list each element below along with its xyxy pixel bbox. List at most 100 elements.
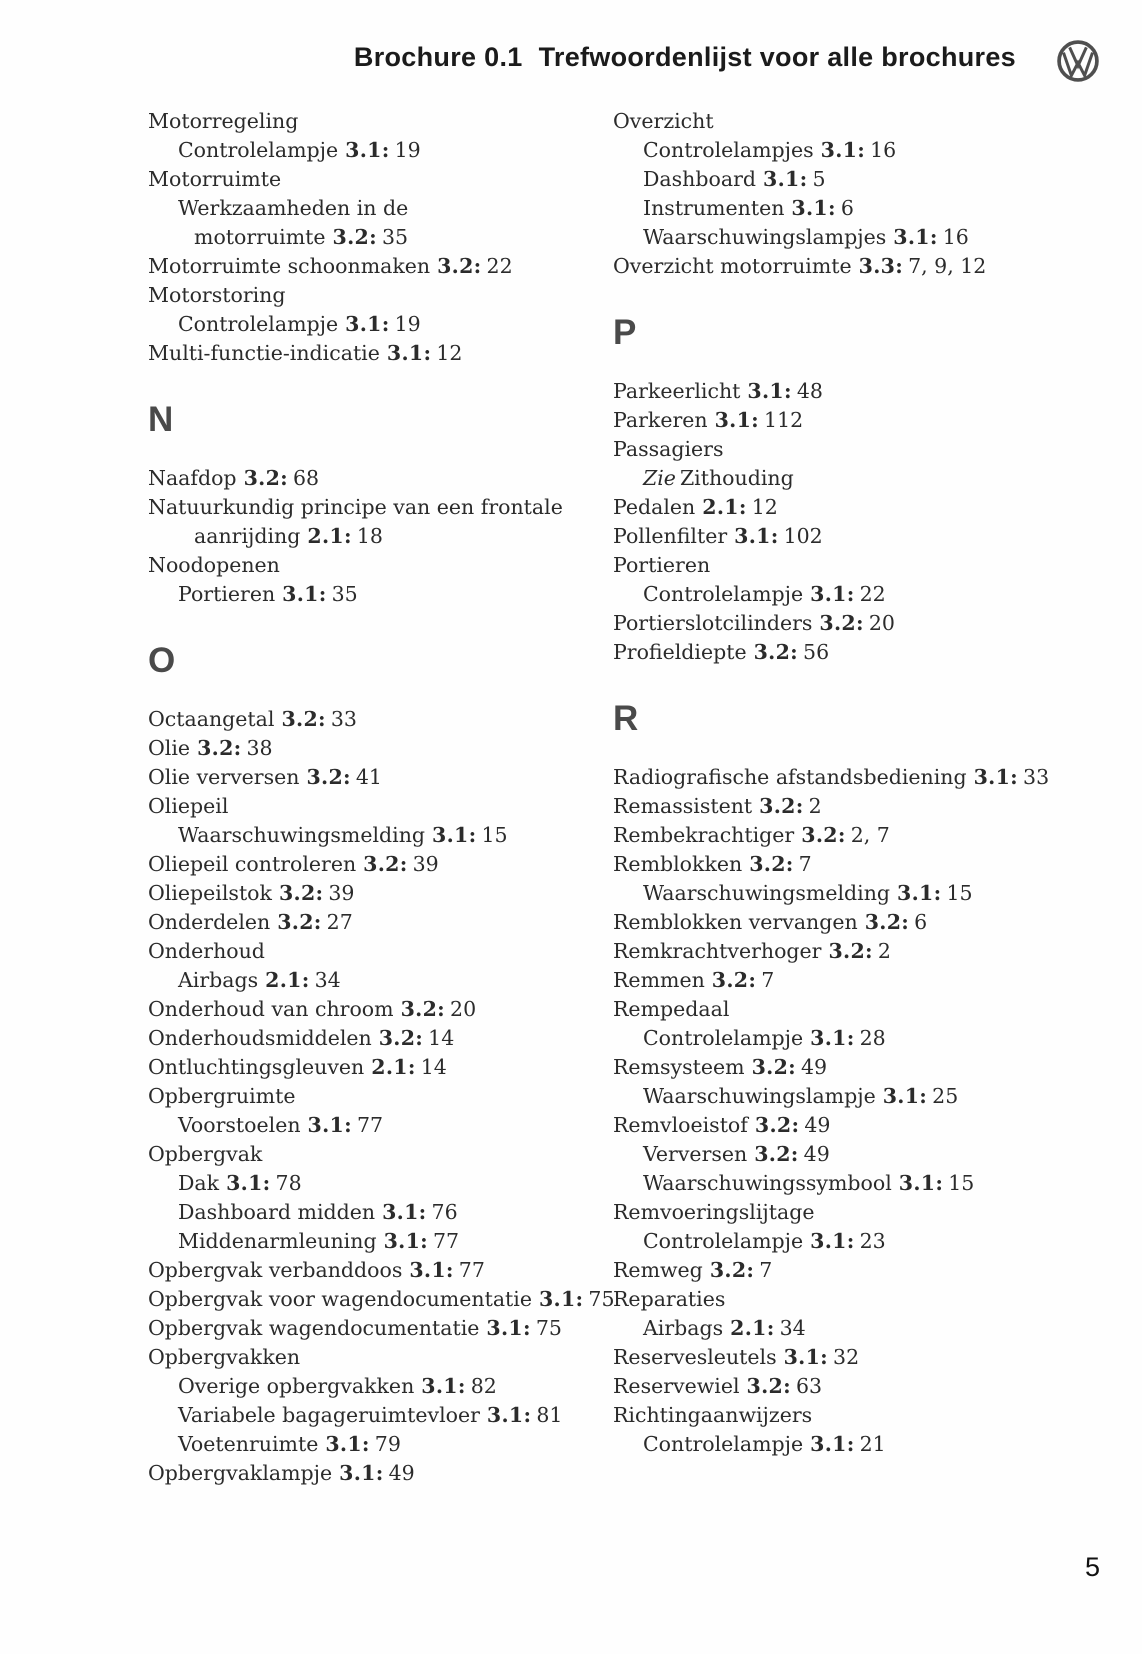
entry-page-numbers: 14 xyxy=(420,1055,447,1079)
index-entry: Dak 3.1: 78 xyxy=(148,1169,620,1198)
index-entry: Radiografische afstandsbediening 3.1: 33 xyxy=(613,763,1138,792)
entry-text: Opbergvaklampje xyxy=(148,1461,333,1485)
index-entry: Remblokken vervangen 3.2: 6 xyxy=(613,908,1138,937)
index-entry: Voorstoelen 3.1: 77 xyxy=(148,1111,620,1140)
entry-brochure-ref: 3.1: xyxy=(791,196,836,220)
entry-brochure-ref: 3.2: xyxy=(332,225,377,249)
entry-brochure-ref: 3.1: xyxy=(382,1200,427,1224)
index-entry: Natuurkundig principe van een frontale xyxy=(148,493,620,522)
entry-brochure-ref: 3.2: xyxy=(759,794,804,818)
entry-page-numbers: 33 xyxy=(1023,765,1050,789)
index-entry: Onderdelen 3.2: 27 xyxy=(148,908,620,937)
entry-page-numbers: 77 xyxy=(356,1113,384,1137)
entry-text: Voetenruimte xyxy=(178,1432,319,1456)
index-entry: Airbags 2.1: 34 xyxy=(148,966,620,995)
entry-page-numbers: 75 xyxy=(535,1316,562,1340)
index-column-left: Motorregeling Controlelampje 3.1: 19 Motorru… xyxy=(148,107,620,1488)
entry-brochure-ref: 3.2: xyxy=(754,1113,800,1137)
entry-brochure-ref: 3.1: xyxy=(820,138,866,162)
index-entry: Verversen 3.2: 49 xyxy=(613,1140,1138,1169)
entry-text: Waarschuwingsmelding xyxy=(643,881,891,905)
entry-page-numbers: 76 xyxy=(431,1200,458,1224)
index-entry: Octaangetal 3.2: 33 xyxy=(148,705,620,734)
entry-page-numbers: 68 xyxy=(293,466,320,490)
entry-brochure-ref: 3.2: xyxy=(277,910,322,934)
index-entry: Waarschuwingsmelding 3.1: 15 xyxy=(613,879,1138,908)
entry-text: Olie xyxy=(148,736,191,760)
entry-brochure-ref: 3.1: xyxy=(486,1403,532,1427)
entry-text: Opbergvak verbanddoos xyxy=(148,1258,403,1282)
entry-brochure-ref: 3.2: xyxy=(828,939,873,963)
entry-page-numbers: 81 xyxy=(536,1403,563,1427)
entry-text: Opbergvak wagendocumentatie xyxy=(148,1316,480,1340)
page-title-brochure-code: Brochure 0.1 xyxy=(353,42,523,72)
index-entry: Dashboard midden 3.1: 76 xyxy=(148,1198,620,1227)
entry-brochure-ref: 2.1: xyxy=(265,968,310,992)
index-entry: Waarschuwingssymbool 3.1: 15 xyxy=(613,1169,1138,1198)
entry-page-numbers: 63 xyxy=(795,1374,823,1398)
entry-brochure-ref: 3.1: xyxy=(345,138,390,162)
index-entry: Controlelampje 3.1: 19 xyxy=(148,310,620,339)
entry-text: Olie verversen xyxy=(148,765,300,789)
entry-brochure-ref: 3.2: xyxy=(819,611,864,635)
entry-page-numbers: 6 xyxy=(840,196,854,220)
index-entry: Passagiers xyxy=(613,435,1138,464)
index-entry: Multi-functie-indicatie 3.1: 12 xyxy=(148,339,620,368)
index-entry: Onderhoudsmiddelen 3.2: 14 xyxy=(148,1024,620,1053)
entry-text: Waarschuwingslampjes xyxy=(643,225,887,249)
entry-page-numbers: 7 xyxy=(761,968,775,992)
entry-text: Waarschuwingslampje xyxy=(643,1084,876,1108)
entry-text: Motorstoring xyxy=(148,283,286,307)
index-entry: Remvloeistof 3.2: 49 xyxy=(613,1111,1138,1140)
entry-text: Controlelampje xyxy=(643,582,804,606)
entry-text: Dashboard midden xyxy=(178,1200,376,1224)
entry-brochure-ref: 3.2: xyxy=(711,968,757,992)
entry-text: Oliepeil xyxy=(148,794,229,818)
entry-text: Waarschuwingssymbool xyxy=(643,1171,892,1195)
entry-brochure-ref: 2.1: xyxy=(371,1055,416,1079)
entry-page-numbers: 19 xyxy=(394,138,421,162)
entry-brochure-ref: 3.1: xyxy=(897,881,942,905)
entry-text: Voorstoelen xyxy=(178,1113,301,1137)
entry-brochure-ref: 3.1: xyxy=(538,1287,584,1311)
entry-page-numbers: 21 xyxy=(859,1432,886,1456)
entry-text: Controlelampje xyxy=(643,1026,804,1050)
index-entry: Motorruimte schoonmaken 3.2: 22 xyxy=(148,252,620,281)
entry-text: Controlelampje xyxy=(643,1229,804,1253)
entry-page-numbers: 7 xyxy=(759,1258,773,1282)
entry-page-numbers: 18 xyxy=(356,524,383,548)
index-entry: Opbergvak xyxy=(148,1140,620,1169)
entry-page-numbers: 38 xyxy=(246,736,273,760)
entry-text: Remblokken xyxy=(613,852,743,876)
entry-page-numbers: 20 xyxy=(450,997,477,1021)
index-entry: Rembekrachtiger 3.2: 2, 7 xyxy=(613,821,1138,850)
entry-brochure-ref: 3.1: xyxy=(307,1113,352,1137)
entry-brochure-ref: 3.1: xyxy=(810,1432,855,1456)
index-entry: Profieldiepte 3.2: 56 xyxy=(613,638,1138,667)
index-entry: Oliepeilstok 3.2: 39 xyxy=(148,879,620,908)
index-entry: Motorruimte xyxy=(148,165,620,194)
entry-page-numbers: 14 xyxy=(428,1026,455,1050)
entry-text: Airbags xyxy=(178,968,259,992)
entry-brochure-ref: 3.1: xyxy=(386,341,432,365)
entry-page-numbers: 22 xyxy=(486,254,513,278)
index-entry: Overzicht xyxy=(613,107,1138,136)
entry-brochure-ref: 3.2: xyxy=(378,1026,424,1050)
entry-page-numbers: 7 xyxy=(798,852,812,876)
entry-text: Onderhoud van chroom xyxy=(148,997,394,1021)
index-entry: Oliepeil xyxy=(148,792,620,821)
entry-text: Motorruimte xyxy=(148,167,282,191)
entry-page-numbers: 48 xyxy=(796,379,823,403)
entry-brochure-ref: 3.1: xyxy=(339,1461,384,1485)
index-entry: Zie Zithouding xyxy=(613,464,1138,493)
entry-text: Zithouding xyxy=(679,466,794,490)
entry-brochure-ref: 3.1: xyxy=(282,582,327,606)
index-entry: Opbergvak wagendocumentatie 3.1: 75 xyxy=(148,1314,620,1343)
entry-text: Motorregeling xyxy=(148,109,299,133)
index-entry: Waarschuwingsmelding 3.1: 15 xyxy=(148,821,620,850)
index-entry: Remassistent 3.2: 2 xyxy=(613,792,1138,821)
index-entry: Portierslotcilinders 3.2: 20 xyxy=(613,609,1138,638)
entry-text: Remkrachtverhoger xyxy=(613,939,822,963)
page-number: 5 xyxy=(1084,1552,1100,1582)
index-entry: Olie 3.2: 38 xyxy=(148,734,620,763)
